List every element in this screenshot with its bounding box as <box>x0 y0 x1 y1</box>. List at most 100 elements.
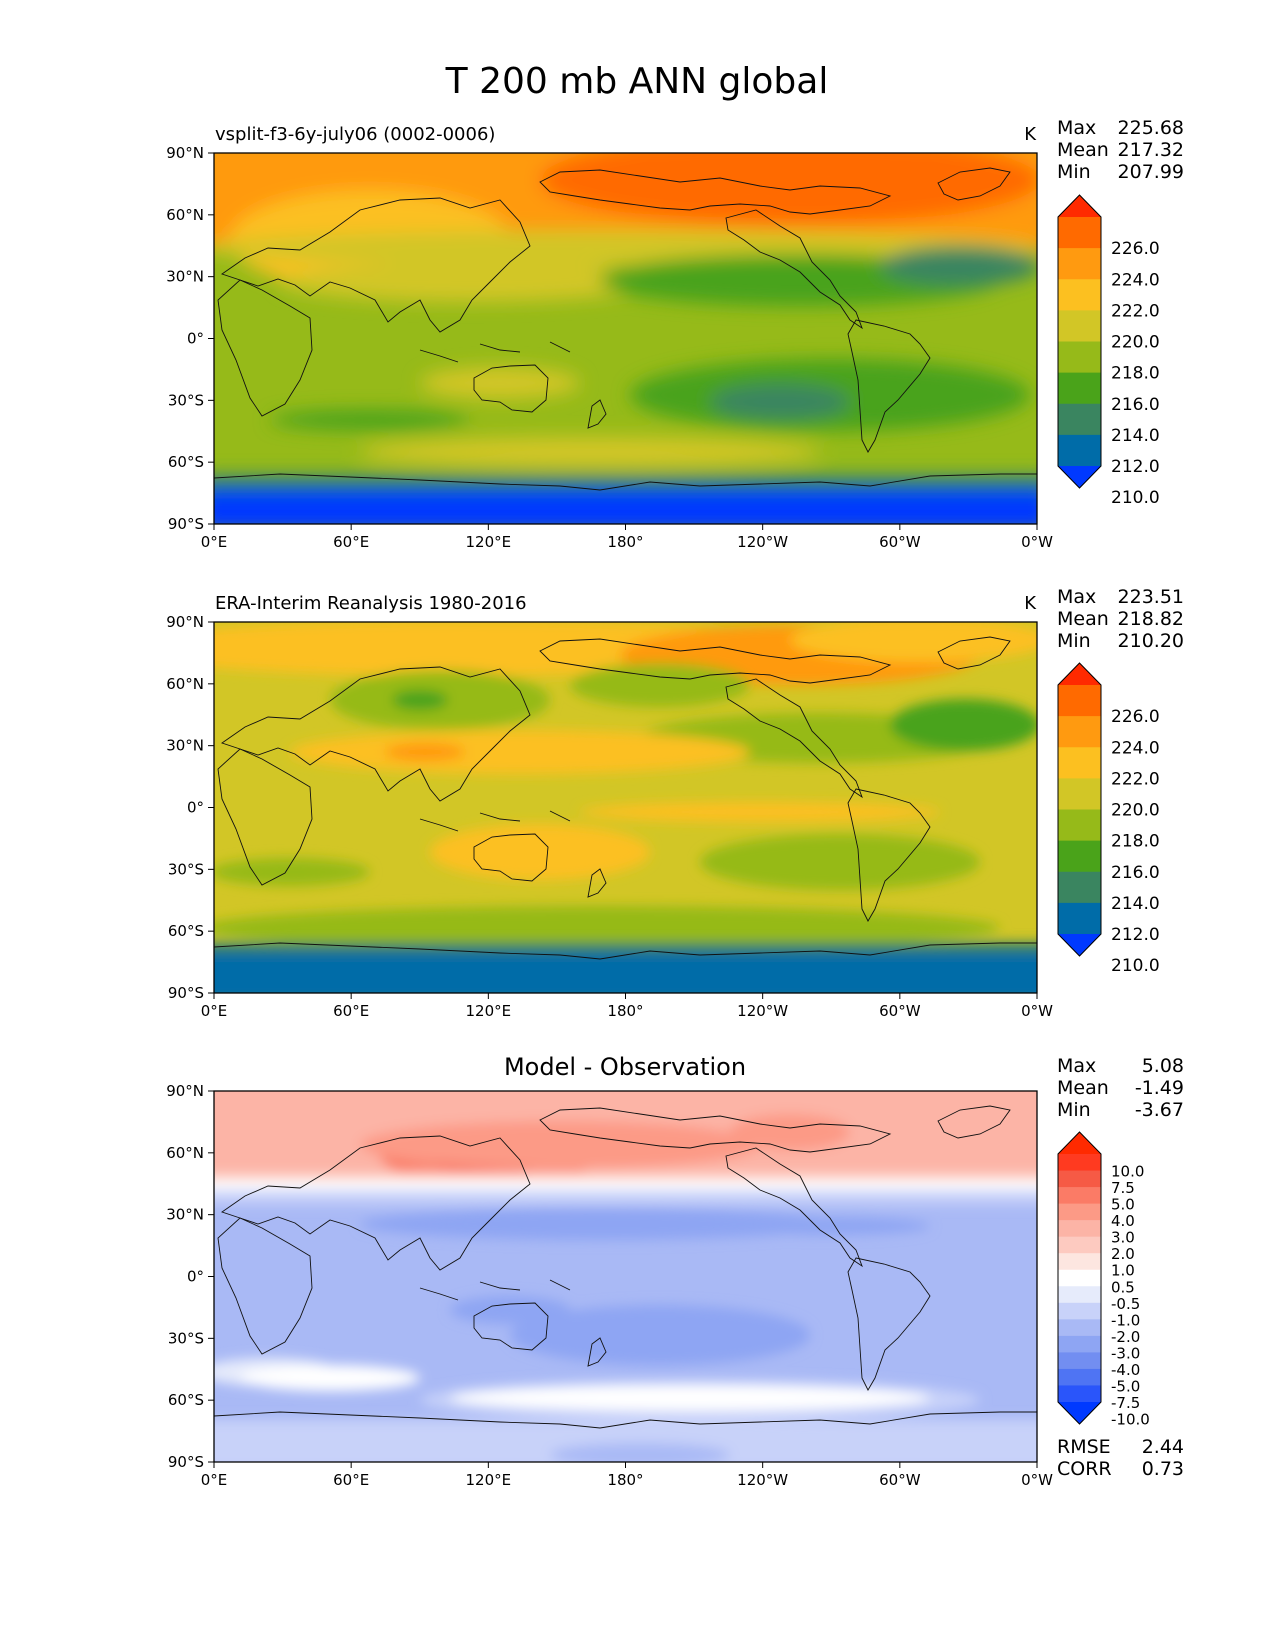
obs-mean-value: 218.82 <box>1118 608 1184 630</box>
colorbar-segment <box>1058 403 1101 436</box>
lat-tick-label: 0° <box>187 1268 204 1286</box>
colorbar-outline <box>1057 1131 1102 1425</box>
diff-subtrop-neg <box>360 1208 840 1240</box>
colorbar-label: 220.0 <box>1111 801 1160 821</box>
obs-so-band <box>214 906 1000 950</box>
colorbar-label: 210.0 <box>1111 956 1160 976</box>
colorbar-extend-min <box>1058 1402 1101 1424</box>
diff-corr-value: 0.73 <box>1142 1458 1184 1480</box>
lon-tick-label: 120°E <box>466 1471 512 1489</box>
colorbar-label: 3.0 <box>1111 1229 1135 1247</box>
panel-model-units: K <box>1024 124 1037 145</box>
panel-obs-colorbar: 226.0 224.0 222.0 220.0 218.0 216.0 214.0 212.0… <box>1057 662 1160 976</box>
diff-min-value: -3.67 <box>1135 1099 1184 1121</box>
model-mean-value: 217.32 <box>1118 139 1184 161</box>
lat-tick-label: 90°S <box>168 984 204 1002</box>
colorbar-segment <box>1058 1385 1101 1403</box>
lon-tick-label: 180° <box>607 1002 643 1020</box>
obs-cool-japan <box>570 663 750 707</box>
colorbar-extend-max <box>1058 1132 1101 1154</box>
panel-model-title: vsplit-f3-6y-july06 (0002-0006) <box>215 124 495 145</box>
obs-max-label: Max <box>1057 586 1096 608</box>
colorbar-segment <box>1058 778 1101 810</box>
colorbar-label: -0.5 <box>1111 1295 1140 1313</box>
colorbar-segment <box>1058 902 1101 935</box>
lon-tick-label: 0°W <box>1021 1471 1053 1489</box>
colorbar-label: -5.0 <box>1111 1377 1140 1395</box>
model-coastlines <box>214 167 1037 491</box>
lat-tick-label: 0° <box>187 799 204 817</box>
colorbar-label: 0.5 <box>1111 1278 1135 1296</box>
model-max-label: Max <box>1057 117 1096 139</box>
colorbar-segment <box>1058 1236 1101 1254</box>
lon-tick-label: 120°W <box>737 1471 788 1489</box>
lat-tick-label: 60°N <box>166 206 204 224</box>
colorbar-segment <box>1058 1335 1101 1353</box>
obs-core-eurasia <box>392 690 448 710</box>
colorbar-label: 226.0 <box>1111 239 1160 259</box>
panel-diff-colorbar: 10.07.55.04.03.02.01.00.5-0.5-1.0-2.0-3.… <box>1057 1131 1150 1429</box>
colorbar-segment <box>1058 1302 1101 1320</box>
diff-sp-neg <box>510 1305 810 1365</box>
model-so-warm <box>360 437 820 467</box>
obs-aus-warm <box>430 824 650 880</box>
colorbar-label: 220.0 <box>1111 333 1160 353</box>
panel-obs-lat-ticks: 90°N 60°N 30°N 0° 30°S 60°S 90°S <box>166 613 214 1002</box>
lat-tick-label: 30°N <box>166 268 204 286</box>
colorbar-label: -3.0 <box>1111 1344 1140 1362</box>
lat-tick-label: 30°S <box>168 1329 204 1347</box>
colorbar-label: 1.0 <box>1111 1262 1135 1280</box>
colorbar-segment <box>1058 809 1101 842</box>
panel-diff-stats: Max 5.08 Mean -1.49 Min -3.67 RMSE 2.44 … <box>1057 1055 1184 1480</box>
obs-min-label: Min <box>1057 630 1091 652</box>
colorbar-segment <box>1058 341 1101 374</box>
lon-tick-label: 0°E <box>201 1002 228 1020</box>
panel-obs-map <box>214 622 1037 993</box>
colorbar-label: 216.0 <box>1111 395 1160 415</box>
colorbar-segment <box>1058 1203 1101 1221</box>
lon-tick-label: 60°E <box>333 1471 369 1489</box>
panel-model-colorbar: 226.0 224.0 222.0 220.0 218.0 216.0 214.0 212.0… <box>1057 194 1160 508</box>
lat-tick-label: 30°S <box>168 860 204 878</box>
colorbar-label: 212.0 <box>1111 457 1160 477</box>
colorbar-outline <box>1057 194 1102 489</box>
colorbar-label: 222.0 <box>1111 301 1160 321</box>
colorbar-extend-min <box>1058 934 1101 956</box>
colorbar-label: -7.5 <box>1111 1394 1140 1412</box>
lat-tick-label: 90°N <box>166 613 204 631</box>
diff-ant-neg <box>550 1443 730 1462</box>
obs-min-value: 210.20 <box>1118 630 1184 652</box>
colorbar-segment <box>1058 310 1101 342</box>
colorbar-label: 224.0 <box>1111 270 1160 290</box>
colorbar-label: 2.0 <box>1111 1245 1135 1263</box>
colorbar-label: 226.0 <box>1111 707 1160 727</box>
panel-obs-stats: Max 223.51 Mean 218.82 Min 210.20 <box>1057 586 1184 652</box>
lon-tick-label: 180° <box>607 533 643 551</box>
colorbar-label: 214.0 <box>1111 894 1160 914</box>
diff-aus-neg <box>450 1296 570 1324</box>
colorbar-label: 214.0 <box>1111 426 1160 446</box>
panel-model: vsplit-f3-6y-july06 (0002-0006) K <box>166 117 1184 551</box>
colorbar-segment <box>1058 1352 1101 1370</box>
lat-tick-label: 60°S <box>168 922 204 940</box>
lon-tick-label: 120°W <box>737 533 788 551</box>
model-atlantic-cool <box>880 246 1037 286</box>
diff-rmse-label: RMSE <box>1057 1436 1111 1458</box>
colorbar-label: 5.0 <box>1111 1196 1135 1214</box>
lon-tick-label: 120°E <box>466 1002 512 1020</box>
lon-tick-label: 60°E <box>333 533 369 551</box>
obs-sp-cool <box>700 834 980 890</box>
diff-asia-pos <box>360 1121 760 1169</box>
colorbar-segment <box>1058 1368 1101 1386</box>
colorbar-segment <box>1058 248 1101 280</box>
lat-tick-label: 0° <box>187 330 204 348</box>
diff-mean-value: -1.49 <box>1135 1077 1184 1099</box>
colorbar-outline <box>1057 662 1102 957</box>
colorbar-segment <box>1058 747 1101 779</box>
colorbar-label: 222.0 <box>1111 769 1160 789</box>
obs-io-cool <box>214 858 370 886</box>
colorbar-label: 216.0 <box>1111 863 1160 883</box>
lat-tick-label: 60°N <box>166 675 204 693</box>
obs-tibet-warm <box>385 743 465 761</box>
lat-tick-label: 60°S <box>168 453 204 471</box>
